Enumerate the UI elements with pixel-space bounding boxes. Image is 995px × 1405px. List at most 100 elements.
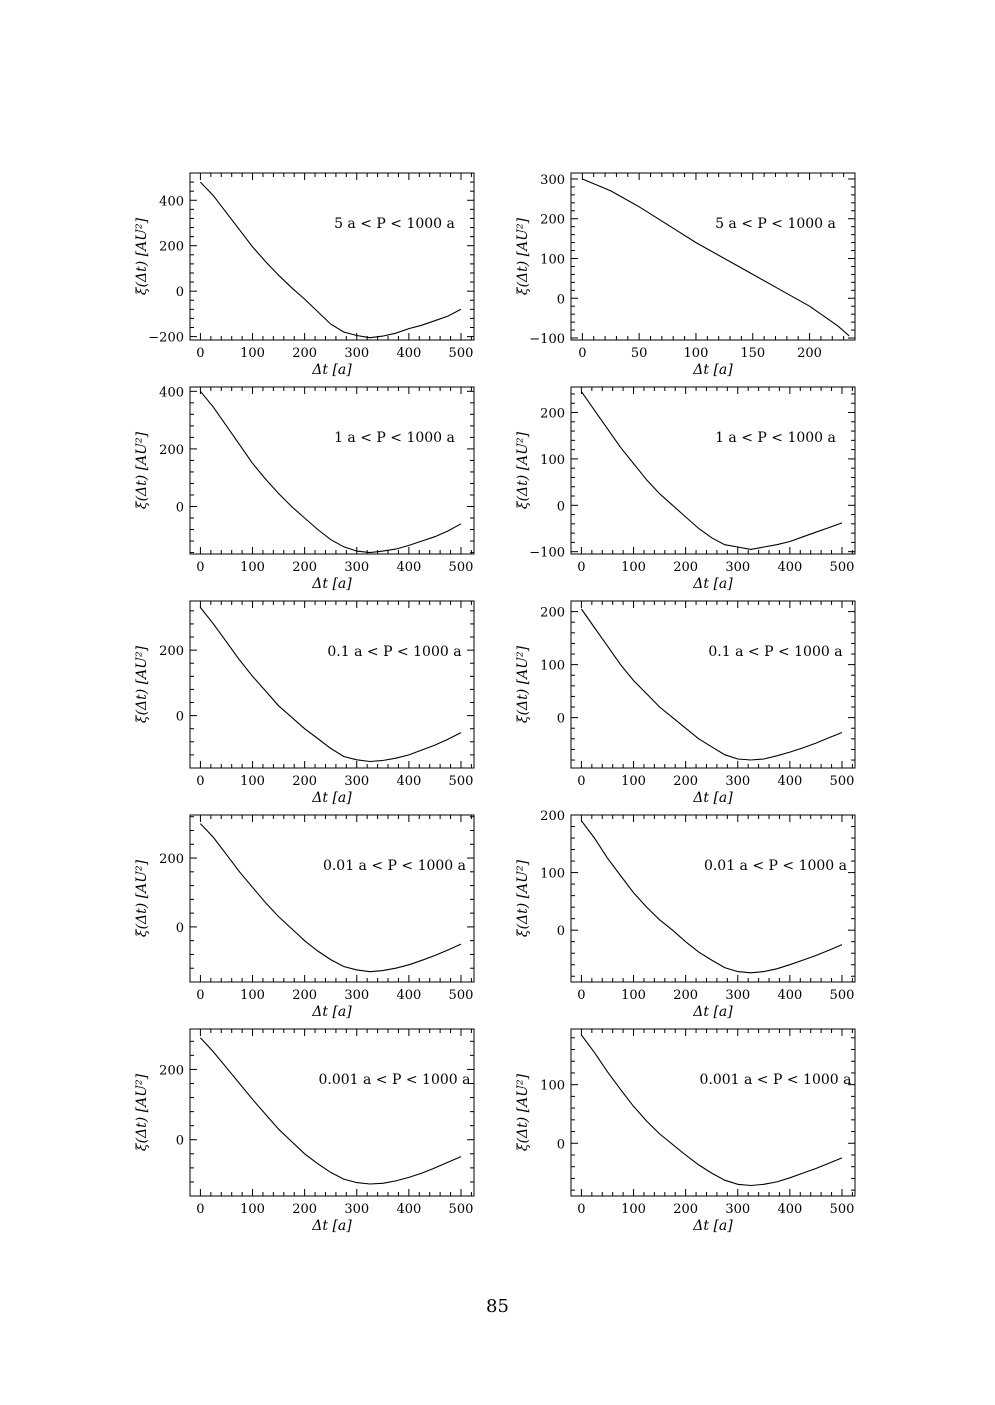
panel-label: 0.1 a < P < 1000 a — [708, 644, 842, 660]
x-tick-label: 0 — [196, 774, 204, 789]
series-line — [200, 181, 462, 339]
y-tick-label: 100 — [540, 252, 565, 267]
panel-10: 0 100 200 300 400 500 0 100 Δt [a] ξ(Δt) [AU²] 0.0… — [515, 1028, 856, 1234]
x-tick-label: 300 — [344, 988, 369, 1003]
y-tick-label: 200 — [159, 852, 184, 867]
x-tick-label: 300 — [344, 346, 369, 361]
y-axis-label: ξ(Δt) [AU²] — [134, 645, 150, 723]
y-tick-label: 200 — [540, 606, 565, 621]
plot-frame — [189, 600, 475, 769]
plot-frame — [570, 600, 856, 769]
y-tick-label: 0 — [176, 285, 184, 300]
y-tick-label: 0 — [557, 924, 565, 939]
x-tick-label: 100 — [240, 774, 265, 789]
x-tick-label: 500 — [449, 774, 474, 789]
x-tick-label: 400 — [396, 560, 421, 575]
x-tick-label: 300 — [725, 1202, 750, 1217]
x-tick-label: 300 — [725, 774, 750, 789]
x-tick-label: 100 — [240, 346, 265, 361]
y-tick-label: 200 — [540, 407, 565, 422]
x-tick-label: 300 — [725, 560, 750, 575]
x-tick-label: 300 — [344, 774, 369, 789]
panel-label: 1 a < P < 1000 a — [334, 430, 455, 446]
panel-label: 5 a < P < 1000 a — [715, 216, 836, 232]
y-tick-label: 100 — [540, 453, 565, 468]
y-axis-label: ξ(Δt) [AU²] — [134, 431, 150, 509]
y-axis-label: ξ(Δt) [AU²] — [515, 859, 531, 937]
y-axis-label: ξ(Δt) [AU²] — [134, 859, 150, 937]
panel-2: 0 50 100 150 200 −100 0 100 200 300 Δt [a] ξ(Δt) [A… — [515, 172, 856, 378]
x-tick-label: 0 — [196, 346, 204, 361]
x-tick-label: 500 — [449, 346, 474, 361]
x-tick-label: 500 — [830, 560, 855, 575]
x-tick-label: 0 — [577, 1202, 585, 1217]
y-tick-label: 0 — [176, 921, 184, 936]
plot-frame — [189, 386, 475, 555]
y-tick-label: 400 — [159, 194, 184, 209]
x-tick-label: 100 — [621, 560, 646, 575]
y-tick-label: 0 — [557, 712, 565, 727]
panel-label: 0.01 a < P < 1000 a — [323, 858, 466, 874]
x-tick-label: 200 — [673, 1202, 698, 1217]
x-tick-label: 100 — [621, 1202, 646, 1217]
panel-3: 0 100 200 300 400 500 0 200 400 Δt [a] ξ(Δt) [AU²]… — [134, 385, 475, 592]
y-tick-label: 100 — [540, 659, 565, 674]
x-axis-label: Δt [a] — [311, 1004, 352, 1020]
x-axis-label: Δt [a] — [311, 790, 352, 806]
x-tick-label: 400 — [777, 988, 802, 1003]
x-tick-label: 200 — [292, 988, 317, 1003]
panel-1: 0 100 200 300 400 500 −200 0 200 400 Δt [a] ξ(Δt) [… — [134, 172, 475, 378]
x-axis-label: Δt [a] — [692, 790, 733, 806]
x-tick-label: 200 — [673, 774, 698, 789]
series-line — [199, 390, 462, 554]
x-tick-label: 500 — [830, 988, 855, 1003]
x-axis-label: Δt [a] — [692, 1218, 733, 1234]
plot-frame — [189, 172, 475, 341]
y-axis-label: ξ(Δt) [AU²] — [515, 645, 531, 723]
y-axis-label: ξ(Δt) [AU²] — [134, 1073, 150, 1151]
plot-frame — [189, 814, 475, 983]
series-line — [580, 820, 843, 974]
x-tick-label: 150 — [740, 346, 765, 361]
x-axis-label: Δt [a] — [692, 576, 733, 592]
y-tick-label: 100 — [540, 867, 565, 882]
x-tick-label: 0 — [196, 560, 204, 575]
y-tick-label: 0 — [557, 499, 565, 514]
x-tick-label: 300 — [344, 1202, 369, 1217]
x-tick-label: 500 — [449, 1202, 474, 1217]
y-axis-label: ξ(Δt) [AU²] — [134, 217, 150, 295]
x-tick-label: 100 — [240, 988, 265, 1003]
x-tick-label: 200 — [292, 346, 317, 361]
y-tick-label: 200 — [540, 213, 565, 228]
x-tick-label: 0 — [578, 346, 586, 361]
y-axis-label: ξ(Δt) [AU²] — [515, 431, 531, 509]
x-tick-label: 200 — [797, 346, 822, 361]
series-line — [580, 1034, 843, 1187]
x-axis-label: Δt [a] — [311, 576, 352, 592]
x-tick-label: 200 — [292, 560, 317, 575]
x-tick-label: 500 — [449, 988, 474, 1003]
plot-frame — [570, 1028, 856, 1197]
page-number: 85 — [486, 1296, 509, 1317]
y-tick-label: 300 — [540, 173, 565, 188]
y-tick-label: 0 — [557, 1137, 565, 1152]
plot-frame — [570, 172, 856, 341]
y-tick-label: −100 — [529, 332, 565, 347]
series-line — [582, 178, 850, 337]
y-tick-label: 200 — [159, 1063, 184, 1078]
x-axis-label: Δt [a] — [311, 1218, 352, 1234]
x-tick-label: 300 — [344, 560, 369, 575]
x-tick-label: 400 — [396, 346, 421, 361]
x-tick-label: 400 — [396, 774, 421, 789]
x-tick-label: 100 — [240, 560, 265, 575]
y-tick-label: 100 — [540, 1079, 565, 1094]
x-tick-label: 50 — [631, 346, 648, 361]
x-tick-label: 0 — [196, 988, 204, 1003]
x-axis-label: Δt [a] — [311, 362, 352, 378]
x-axis-label: Δt [a] — [692, 362, 733, 378]
